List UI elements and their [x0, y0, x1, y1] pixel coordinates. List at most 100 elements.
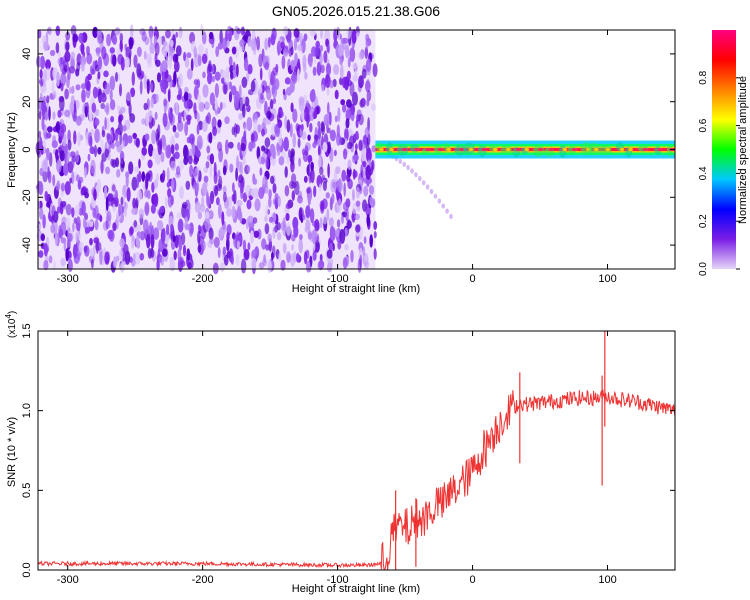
spectrogram-noise-blob	[149, 42, 155, 55]
spectrogram-noise-blob	[123, 244, 129, 256]
spectrogram-noise-blob	[70, 56, 75, 70]
spectrogram-noise-blob	[208, 227, 214, 241]
spectrogram-noise-blob	[150, 97, 154, 109]
spectrogram-noise-blob	[362, 134, 367, 145]
spectrogram-noise-blob	[138, 208, 145, 219]
spectrogram-noise-blob	[371, 145, 377, 153]
spectrogram-noise-blob	[268, 216, 274, 223]
spectrogram-noise-blob	[302, 214, 306, 221]
spectrogram-noise-blob	[113, 256, 117, 268]
spectrogram-noise-blob	[40, 85, 47, 93]
spectrogram-noise-blob	[250, 188, 257, 198]
spectrogram-noise-blob	[169, 260, 176, 272]
y-tick-label: -40	[21, 237, 33, 253]
spectrogram-noise-blob	[274, 124, 281, 138]
spectrogram-noise-blob	[81, 89, 86, 103]
spectrogram-noise-blob	[55, 123, 60, 132]
spectrogram-noise-blob	[193, 46, 198, 59]
spectrogram-noise-blob	[264, 100, 268, 116]
spectrogram-noise-blob	[285, 213, 290, 221]
spectrogram-noise-blob	[99, 94, 104, 102]
spectrogram-noise-blob	[246, 199, 252, 210]
spectrogram-trail-dot	[421, 180, 426, 186]
spectrogram-noise-blob	[345, 208, 349, 222]
spectrogram-noise-blob	[158, 256, 163, 264]
spectrogram-noise-blob	[319, 217, 323, 229]
spectrogram-noise-blob	[270, 175, 275, 185]
spectrogram-noise-blob	[81, 201, 86, 216]
spectrogram-noise-blob	[222, 185, 227, 195]
spectrogram-noise-blob	[230, 255, 234, 265]
spectrogram-noise-blob	[243, 249, 250, 261]
spectrogram-noise-blob	[215, 46, 220, 58]
spectrogram-noise-blob	[327, 141, 332, 154]
spectrogram-noise-blob	[115, 71, 118, 83]
spectrogram-noise-blob	[342, 104, 347, 113]
spectrogram-noise-blob	[75, 68, 80, 77]
spectrogram-noise-blob	[38, 181, 44, 196]
spectrogram-noise-blob	[361, 148, 368, 163]
spectrogram-noise-blob	[151, 182, 155, 193]
spectrogram-noise-blob	[70, 51, 76, 60]
spectrogram-noise-blob	[190, 58, 194, 72]
spectrogram-noise-blob	[36, 55, 42, 68]
spectrogram-noise-blob	[60, 258, 66, 267]
signal-band-peak	[515, 147, 521, 152]
spectrogram-noise-blob	[235, 254, 240, 266]
spectrogram-noise-blob	[119, 238, 125, 248]
spectrogram-noise-blob	[127, 135, 133, 144]
spectrogram-noise-blob	[297, 195, 303, 204]
spectrogram-noise-blob	[242, 104, 246, 118]
spectrogram-noise-blob	[364, 126, 370, 138]
spectrogram-noise-blob	[182, 244, 187, 257]
spectrogram-noise-blob	[324, 29, 331, 43]
spectrogram-noise-blob	[243, 34, 248, 42]
spectrogram-noise-blob	[247, 215, 254, 223]
spectrogram-noise-blob	[265, 205, 269, 220]
spectrogram-noise-blob	[258, 187, 265, 199]
spectrogram-noise-blob	[185, 180, 191, 190]
spectrogram-noise-blob	[197, 244, 202, 253]
spectrogram-noise-blob	[227, 81, 231, 91]
spectrogram-noise-blob	[305, 205, 311, 219]
spectrogram-noise-blob	[141, 146, 147, 156]
spectrogram-noise-blob	[316, 61, 322, 76]
figure-title: GN05.2026.015.21.38.G06	[272, 3, 440, 19]
spectrogram-noise-blob	[185, 223, 191, 231]
spectrogram-noise-blob	[284, 115, 288, 130]
spectrogram-noise-blob	[236, 199, 243, 207]
spectrogram-noise-blob	[71, 207, 75, 218]
spectrogram-noise-blob	[223, 191, 227, 203]
spectrogram-noise-blob	[107, 229, 114, 240]
signal-band-peak	[505, 147, 511, 152]
spectrogram-noise-blob	[259, 167, 263, 176]
spectrogram-noise-blob	[307, 230, 312, 240]
spectrogram-noise-blob	[39, 92, 43, 102]
spectrogram-noise-blob	[217, 141, 223, 152]
spectrogram-noise-blob	[84, 105, 88, 118]
spectrogram-noise-blob	[274, 193, 279, 201]
spectrogram-noise-blob	[198, 224, 201, 232]
spectrogram-noise-blob	[338, 135, 342, 146]
spectrogram-noise-blob	[306, 260, 311, 273]
spectrogram-noise-blob	[237, 142, 241, 151]
spectrogram-noise-blob	[107, 193, 114, 202]
spectrogram-noise-blob	[104, 141, 108, 151]
spectrogram-noise-blob	[110, 158, 114, 167]
spectrogram-noise-blob	[243, 57, 249, 72]
spectrogram-noise-blob	[269, 99, 274, 110]
spectrogram-noise-blob	[43, 260, 49, 271]
spectrogram-noise-blob	[94, 144, 97, 158]
spectrogram-noise-blob	[63, 143, 68, 157]
spectrogram-noise-blob	[65, 203, 72, 216]
spectrogram-noise-blob	[343, 182, 347, 197]
spectrogram-trail-dot	[402, 161, 407, 167]
spectrogram-noise-blob	[86, 80, 91, 92]
spectrogram-noise-blob	[286, 33, 292, 44]
spectrogram-noise-blob	[219, 29, 223, 45]
spectrogram-noise-blob	[131, 207, 136, 215]
spectrogram-noise-blob	[272, 183, 277, 194]
spectrogram-noise-blob	[343, 148, 348, 160]
spectrogram-noise-blob	[363, 260, 370, 269]
